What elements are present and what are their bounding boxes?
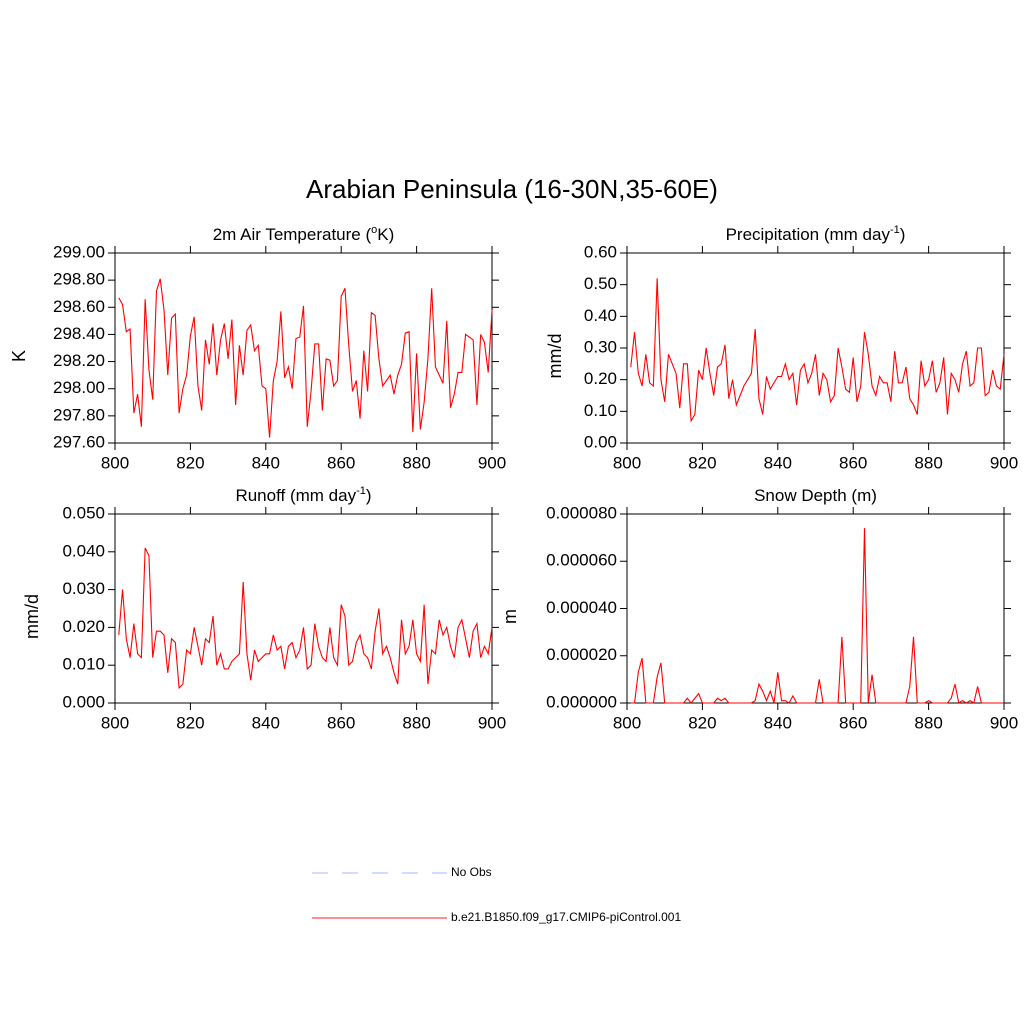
x-tick-label: 900 [990, 453, 1018, 472]
y-tick-label: 298.60 [53, 297, 105, 316]
x-tick-label: 820 [176, 453, 204, 472]
y-tick-label: 0.000080 [546, 503, 617, 522]
y-tick-label: 0.20 [584, 369, 617, 388]
x-tick-label: 840 [252, 713, 280, 732]
x-tick-label: 900 [478, 453, 506, 472]
data-line [630, 278, 1005, 423]
y-axis-label: mm/d [545, 334, 565, 379]
legend-label: No Obs [451, 865, 492, 879]
x-tick-label: 900 [478, 713, 506, 732]
plot-frame [114, 513, 493, 704]
x-tick-label: 880 [402, 453, 430, 472]
legend-label: b.e21.B1850.f09_g17.CMIP6-piControl.001 [451, 910, 681, 924]
panel-title: Runoff (mm day-1) [235, 485, 371, 505]
data-line [630, 528, 1004, 704]
panel-title-sup: -1 [890, 224, 900, 236]
data-line [118, 547, 493, 690]
y-axis-label: mm/d [22, 594, 42, 639]
y-tick-label: 299.00 [53, 242, 105, 261]
plot-frame [626, 513, 1005, 704]
x-tick-label: 820 [688, 453, 716, 472]
y-tick-label: 0.030 [62, 579, 105, 598]
panel-title: Snow Depth (m) [754, 486, 877, 505]
y-tick-label: 0.50 [584, 274, 617, 293]
y-tick-label: 297.60 [53, 432, 105, 451]
x-tick-label: 860 [327, 713, 355, 732]
panel-title: Precipitation (mm day-1) [726, 224, 906, 244]
panel-title-sup: o [371, 224, 377, 236]
y-tick-label: 0.000040 [546, 598, 617, 617]
y-tick-label: 298.80 [53, 270, 105, 289]
y-tick-label: 0.30 [584, 337, 617, 356]
panel-title-text: Snow Depth (m) [754, 486, 877, 505]
x-tick-label: 800 [101, 453, 129, 472]
panel-title-sup: -1 [356, 485, 366, 497]
y-tick-label: 298.40 [53, 324, 105, 343]
y-tick-label: 0.000 [62, 692, 105, 711]
x-tick-label: 800 [101, 713, 129, 732]
panel-title-text: 2m Air Temperature ( [213, 225, 372, 244]
x-tick-label: 840 [764, 713, 792, 732]
x-tick-label: 840 [252, 453, 280, 472]
panel-title-text: Precipitation (mm day [726, 225, 891, 244]
panel-title-tail: ) [366, 486, 372, 505]
y-tick-label: 0.60 [584, 242, 617, 261]
x-tick-label: 820 [688, 713, 716, 732]
x-tick-label: 880 [914, 453, 942, 472]
y-tick-label: 0.00 [584, 432, 617, 451]
plot-frame [114, 252, 493, 444]
panel-title: 2m Air Temperature (oK) [213, 224, 395, 244]
y-tick-label: 0.000060 [546, 551, 617, 570]
y-tick-label: 0.010 [62, 655, 105, 674]
x-tick-label: 860 [327, 453, 355, 472]
x-tick-label: 900 [990, 713, 1018, 732]
y-tick-label: 0.10 [584, 401, 617, 420]
x-tick-label: 860 [839, 713, 867, 732]
panel-title-tail: ) [900, 225, 906, 244]
y-tick-label: 0.000000 [546, 692, 617, 711]
y-axis-label: K [9, 350, 29, 362]
data-line [118, 278, 493, 438]
y-tick-label: 297.80 [53, 405, 105, 424]
y-axis-label: m [500, 609, 520, 624]
panel-title-tail: K) [377, 225, 394, 244]
x-tick-label: 840 [764, 453, 792, 472]
x-tick-label: 800 [613, 713, 641, 732]
x-tick-label: 880 [914, 713, 942, 732]
figure-title: Arabian Peninsula (16-30N,35-60E) [306, 174, 718, 204]
y-tick-label: 0.000020 [546, 645, 617, 664]
y-tick-label: 0.040 [62, 541, 105, 560]
x-tick-label: 880 [402, 713, 430, 732]
y-tick-label: 0.40 [584, 306, 617, 325]
y-tick-label: 0.050 [62, 503, 105, 522]
x-tick-label: 860 [839, 453, 867, 472]
x-tick-label: 820 [176, 713, 204, 732]
y-tick-label: 298.00 [53, 378, 105, 397]
panel-title-text: Runoff (mm day [235, 486, 356, 505]
y-tick-label: 298.20 [53, 351, 105, 370]
x-tick-label: 800 [613, 453, 641, 472]
y-tick-label: 0.020 [62, 617, 105, 636]
